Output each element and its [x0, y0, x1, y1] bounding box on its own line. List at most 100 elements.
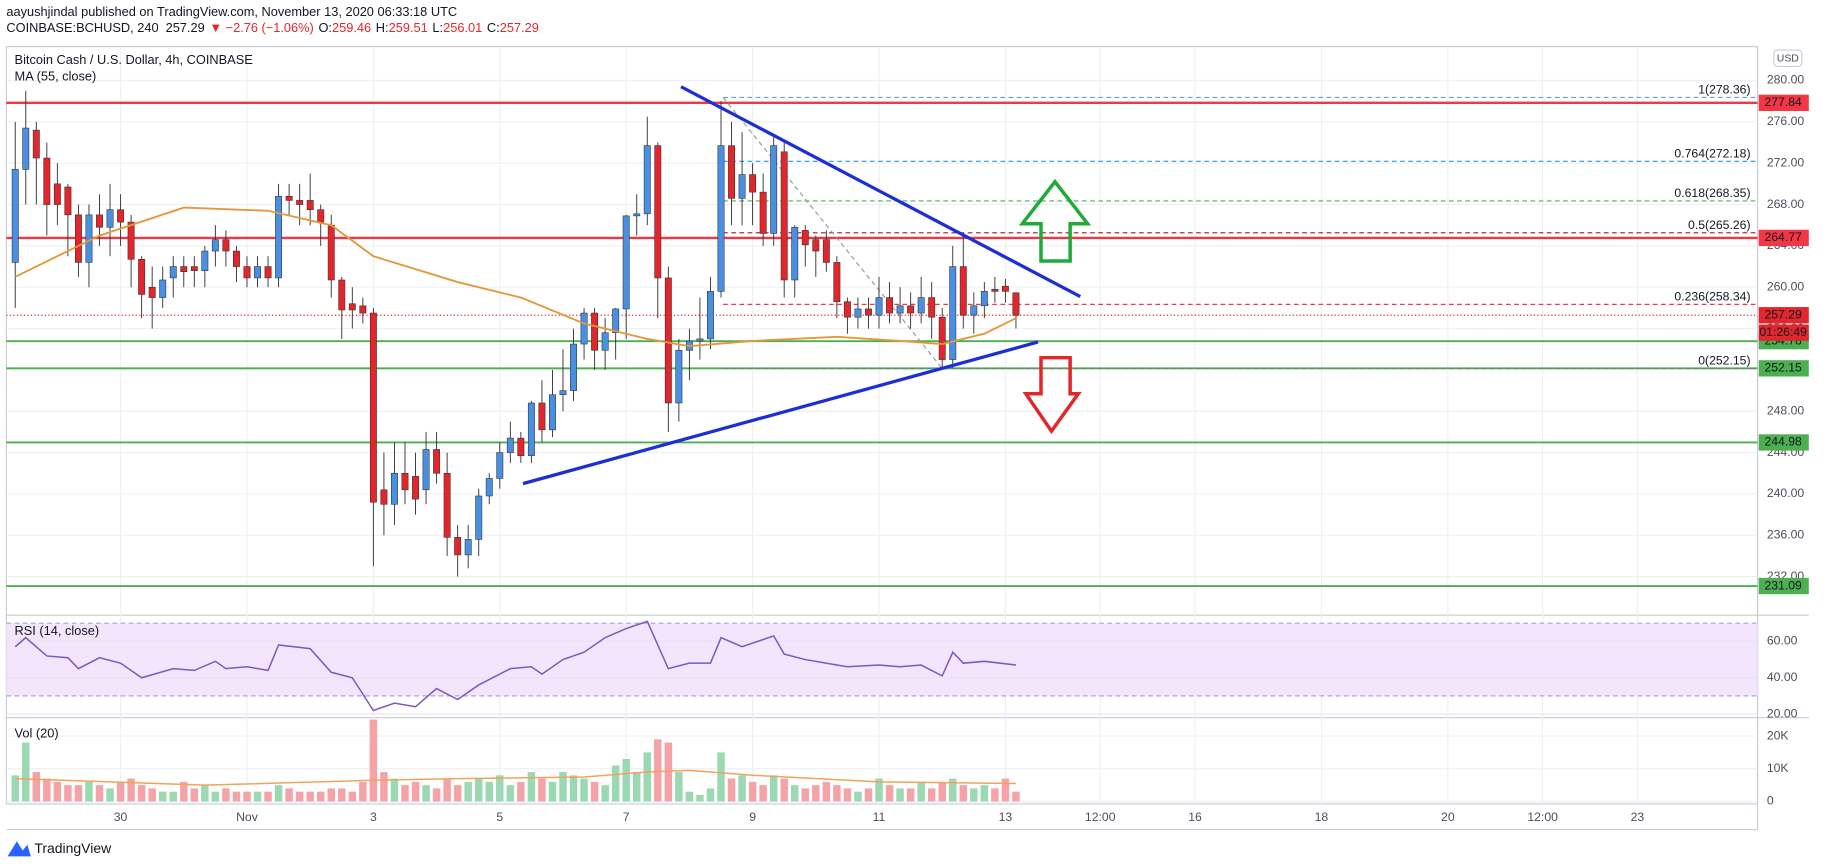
volume-bar [769, 775, 778, 802]
candle-body [833, 262, 841, 302]
candle-body [11, 169, 19, 263]
volume-tick-label: 10K [1767, 761, 1790, 775]
candle-body [801, 230, 809, 246]
volume-ma-line [15, 769, 1016, 786]
candle-body [22, 127, 30, 170]
volume-bar [949, 778, 957, 802]
candle-body [264, 266, 272, 279]
candle-body [896, 305, 904, 314]
y-tick-label: 280.00 [1767, 73, 1805, 87]
up-arrow [1018, 178, 1092, 263]
volume-bar [401, 785, 409, 802]
volume-bar [180, 781, 188, 802]
down-arrow [1022, 355, 1082, 435]
volume-bar [274, 785, 283, 802]
volume-bar [685, 791, 694, 802]
rsi-tick-label: 20.00 [1767, 706, 1798, 720]
volume-bar [748, 781, 757, 802]
volume-bar [580, 778, 588, 802]
candle-body [285, 195, 293, 201]
x-tick-label: 7 [623, 810, 630, 824]
volume-bar [222, 788, 230, 802]
volume-bar [74, 785, 83, 802]
volume-bar [338, 788, 346, 802]
volume-bar [316, 791, 325, 802]
candle-body [475, 495, 483, 540]
volume-bar [443, 778, 451, 802]
candle-body [74, 214, 82, 263]
volume-bar [327, 788, 335, 802]
price-tag [1758, 434, 1809, 451]
candle-body [190, 266, 198, 271]
volume-bar [53, 781, 62, 802]
candle-body [96, 214, 103, 228]
candle-body [275, 195, 283, 279]
candle-body [738, 174, 746, 199]
volume-bar [411, 781, 420, 802]
x-tick-label: 16 [1188, 810, 1202, 824]
candle-body [485, 478, 493, 497]
candle-body [559, 390, 567, 396]
y-tick-label: 236.00 [1767, 528, 1805, 542]
trendline [680, 85, 1082, 298]
candle-body [506, 437, 514, 453]
currency-box [1773, 49, 1803, 67]
y-tick-label: 260.00 [1767, 279, 1805, 293]
candle-body [496, 452, 504, 479]
volume-bar [717, 752, 725, 802]
candle-body [380, 489, 388, 505]
candle-body [759, 191, 767, 234]
candle-body [1001, 285, 1009, 292]
volume-bar [664, 742, 673, 802]
price-tag-label: 252.15 [1764, 361, 1802, 375]
price-tag [1758, 94, 1809, 111]
volume-bar [348, 791, 357, 802]
volume-bar [1001, 778, 1010, 802]
fib-label: 0.618(268.35) [1674, 186, 1750, 200]
volume-bar [896, 788, 904, 802]
candle-body [970, 305, 978, 316]
currency: USD [1777, 54, 1800, 65]
volume-bar [654, 739, 662, 802]
volume-bar [201, 785, 209, 802]
volume-bar [496, 775, 504, 802]
volume-bar [632, 772, 641, 802]
volume-bar [148, 788, 156, 802]
price-tag [1758, 577, 1809, 595]
price-tag-label: 231.09 [1764, 578, 1802, 592]
candle-body [117, 209, 125, 223]
volume-bar [927, 788, 936, 802]
volume-bar [801, 788, 810, 802]
candle-body [717, 145, 725, 292]
volume-bar [106, 788, 114, 802]
candle-body [959, 266, 967, 316]
fib-label: 0.764(272.18) [1674, 147, 1750, 161]
candle-body [643, 145, 651, 215]
volume-bar [22, 742, 30, 802]
volume-bar [485, 781, 494, 802]
rsi-line [14, 620, 1017, 712]
price-tag [1758, 360, 1809, 377]
candle-body [211, 239, 219, 252]
candle-body [633, 213, 641, 217]
candle-body [822, 239, 830, 263]
volume-bar [938, 781, 946, 802]
volume-bar [875, 778, 883, 802]
ohlc-value: 256.01 [443, 21, 482, 36]
volume-bar [432, 788, 441, 802]
volume-bar [538, 778, 546, 802]
volume-bar [980, 785, 989, 802]
candle-body [622, 215, 630, 310]
candle-body [127, 221, 135, 260]
x-tick-label: 20 [1441, 810, 1455, 824]
volume-bar [675, 772, 683, 802]
fib-label: 0.236(258.34) [1674, 290, 1750, 304]
candle-body [306, 200, 314, 210]
volume-bar [601, 785, 609, 802]
candle-body [243, 266, 251, 279]
publisher: aayushjindal published on TradingView.co… [6, 4, 457, 19]
volume-bar [906, 788, 915, 802]
volume-bar [759, 785, 767, 802]
candle-body [1012, 292, 1020, 316]
volume-bar [243, 791, 251, 802]
